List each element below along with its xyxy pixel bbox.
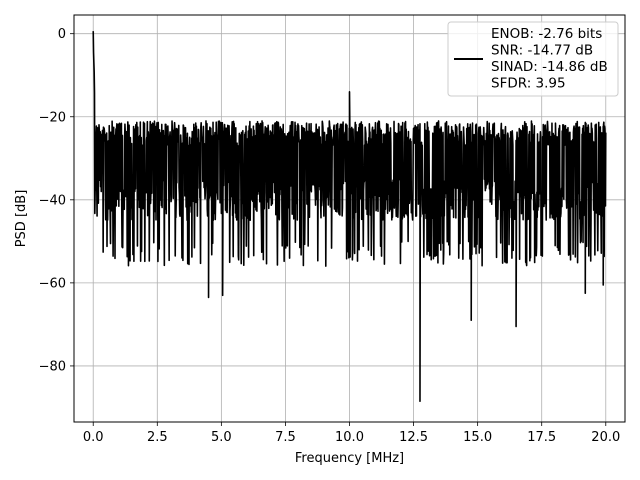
x-axis-label: Frequency [MHz]	[295, 451, 404, 466]
psd-trace	[92, 31, 607, 403]
y-axis-ticks: 0 −20 −40 −60 −80	[39, 27, 74, 374]
y-tick-label: −80	[39, 359, 66, 374]
y-tick-label: 0	[58, 27, 66, 42]
y-axis-label: PSD [dB]	[14, 190, 29, 248]
legend-box	[447, 21, 619, 97]
x-tick-label: 17.5	[527, 430, 556, 445]
x-axis-ticks: 0.0 2.5 5.0 7.5 10.0 12.5 15.0 17.5 20.0	[83, 422, 620, 445]
legend-entry-enob: ENOB: -2.76 bits	[491, 26, 602, 42]
x-tick-label: 0.0	[83, 430, 104, 445]
x-tick-label: 12.5	[399, 430, 428, 445]
x-tick-label: 10.0	[335, 430, 364, 445]
legend-entry-snr: SNR: -14.77 dB	[491, 43, 593, 59]
x-tick-label: 5.0	[211, 430, 232, 445]
legend-entry-sfdr: SFDR: 3.95	[491, 76, 566, 92]
x-tick-label: 2.5	[147, 430, 168, 445]
series-psd	[92, 31, 607, 403]
x-tick-label: 15.0	[463, 430, 492, 445]
y-tick-label: −20	[39, 110, 66, 125]
legend: ENOB: -2.76 bits SNR: -14.77 dB SINAD: -…	[447, 21, 619, 97]
legend-entry-sinad: SINAD: -14.86 dB	[491, 59, 608, 75]
x-tick-label: 20.0	[591, 430, 620, 445]
y-tick-label: −40	[39, 193, 66, 208]
y-tick-label: −60	[39, 276, 66, 291]
x-tick-label: 7.5	[275, 430, 296, 445]
